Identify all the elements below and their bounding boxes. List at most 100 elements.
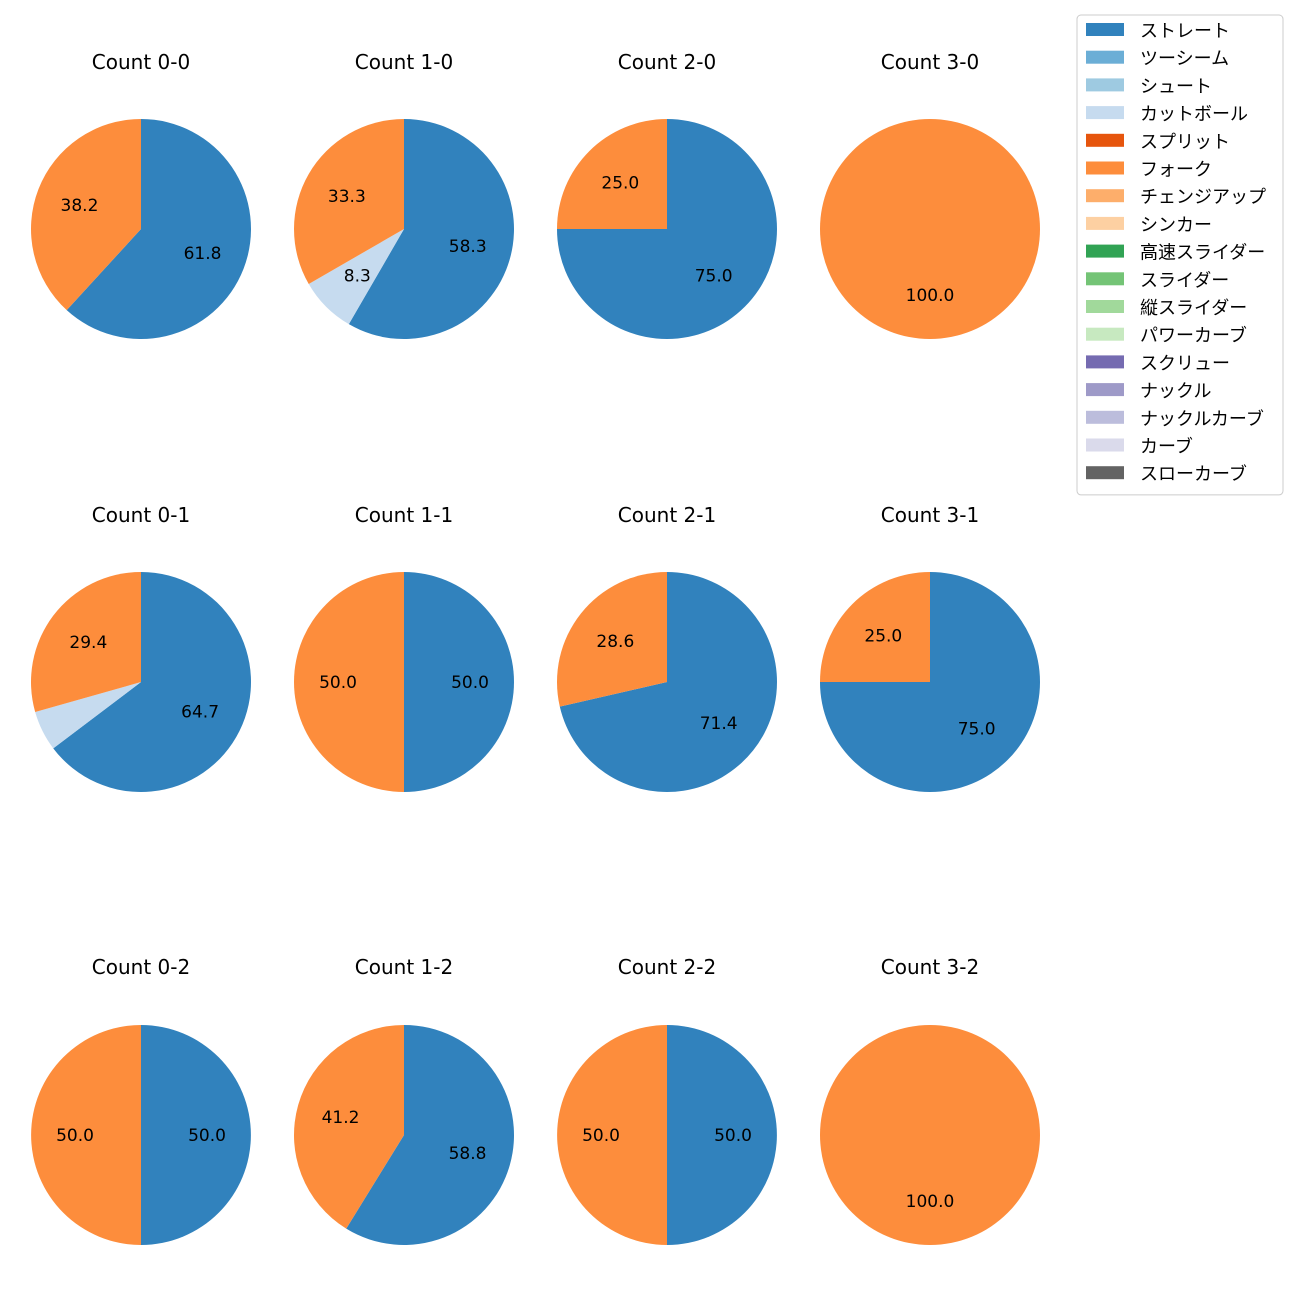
pie-slice (667, 1025, 777, 1245)
slice-label: 50.0 (714, 1126, 752, 1146)
pie-count-2-2: Count 2-2 50.0 50.0 (557, 955, 777, 1245)
legend-label: シンカー (1140, 215, 1212, 236)
legend: ストレートツーシームシュートカットボールスプリットフォークチェンジアップシンカー… (1076, 14, 1284, 496)
pie-slice (53, 572, 251, 793)
legend-swatch (1086, 466, 1124, 480)
legend-swatch (1086, 438, 1124, 452)
pie-title: Count 1-2 (355, 955, 453, 979)
slice-label: 25.0 (601, 173, 639, 193)
pie-count-0-2: Count 0-2 50.0 50.0 (31, 955, 251, 1245)
pie-count-3-1: Count 3-1 75.0 25.0 (820, 503, 1040, 792)
pie-title: Count 0-0 (92, 50, 190, 74)
legend-swatch (1086, 78, 1124, 92)
legend-swatch (1086, 133, 1124, 147)
legend-label: フォーク (1140, 160, 1212, 181)
slice-label: 41.2 (322, 1108, 360, 1128)
slice-label: 71.4 (700, 714, 738, 734)
legend-label: カットボール (1140, 104, 1248, 125)
pie-slice (820, 119, 1040, 339)
pie-slice (557, 119, 667, 229)
slice-label: 100.0 (906, 1192, 955, 1212)
slice-label: 28.6 (596, 632, 634, 652)
pie-slice (557, 572, 667, 707)
legend-swatch (1086, 161, 1124, 175)
legend-label: ナックル (1140, 381, 1211, 402)
pie-count-3-2: Count 3-2 100.0 (820, 955, 1040, 1245)
pie-slice (30, 572, 141, 713)
pie-slice (294, 119, 404, 284)
legend-label: 縦スライダー (1140, 298, 1247, 319)
pie-slice (30, 119, 142, 311)
legend-swatch (1086, 327, 1124, 341)
slice-label: 50.0 (319, 673, 357, 693)
pie-slice (559, 572, 777, 792)
pie-title: Count 0-1 (92, 503, 190, 527)
legend-label: 高速スライダー (1140, 243, 1265, 264)
slice-label: 29.4 (69, 633, 107, 653)
slice-label: 61.8 (184, 244, 222, 264)
pie-slice (557, 1025, 667, 1245)
slice-label: 25.0 (864, 626, 902, 646)
slice-label: 100.0 (906, 286, 955, 306)
pie-slice (308, 229, 404, 325)
slice-label: 58.3 (449, 237, 487, 257)
pie-title: Count 2-1 (618, 503, 716, 527)
slice-label: 50.0 (188, 1126, 226, 1146)
pie-title: Count 1-0 (355, 50, 453, 74)
pie-slice (348, 119, 514, 340)
legend-label: ストレート (1140, 21, 1230, 42)
pie-count-1-2: Count 1-2 58.8 41.2 (294, 955, 515, 1245)
legend-swatch (1086, 355, 1124, 369)
legend-swatch (1086, 189, 1124, 203)
legend-swatch (1086, 300, 1124, 313)
pie-count-0-1: Count 0-1 64.7 29.4 (30, 503, 251, 793)
pie-slice (404, 572, 514, 792)
slice-label: 50.0 (451, 673, 489, 693)
slice-label: 33.3 (328, 187, 366, 207)
legend-label: スローカーブ (1140, 463, 1247, 485)
legend-label: ツーシーム (1140, 49, 1229, 70)
legend-label: スプリット (1140, 132, 1230, 153)
pie-slice (294, 572, 404, 792)
pie-title: Count 1-1 (355, 503, 453, 527)
legend-swatch (1086, 272, 1124, 286)
pie-slice (820, 1025, 1040, 1245)
pie-slice (820, 572, 930, 682)
legend-label: スクリュー (1140, 353, 1230, 374)
legend-swatch (1086, 216, 1124, 230)
pie-count-1-0: Count 1-0 58.3 8.3 33.3 (294, 50, 514, 340)
legend-label: スライダー (1140, 270, 1229, 291)
pie-title: Count 2-0 (618, 50, 716, 74)
legend-label: シュート (1140, 76, 1212, 97)
legend-swatch (1086, 50, 1124, 64)
slice-label: 8.3 (344, 267, 371, 287)
pie-count-0-0: Count 0-0 61.8 38.2 (30, 50, 251, 339)
legend-swatch (1086, 410, 1124, 424)
legend-label: パワーカーブ (1140, 325, 1247, 347)
slice-label: 38.2 (61, 196, 99, 216)
slice-label: 64.7 (181, 702, 219, 722)
pie-title: Count 2-2 (618, 955, 716, 979)
pie-slice (31, 1025, 141, 1245)
pie-count-3-0: Count 3-0 100.0 (820, 50, 1040, 339)
pie-slice (66, 119, 251, 339)
slice-label: 58.8 (449, 1144, 487, 1164)
legend-frame (1076, 14, 1284, 496)
legend-swatch (1086, 106, 1124, 120)
legend-label: チェンジアップ (1140, 187, 1266, 208)
slice-label: 75.0 (958, 720, 996, 740)
legend-label: カーブ (1140, 436, 1193, 458)
pie-count-2-0: Count 2-0 75.0 25.0 (557, 50, 777, 339)
legend-swatch (1086, 244, 1124, 258)
legend-swatch (1086, 23, 1124, 36)
legend-swatch (1086, 383, 1124, 397)
pie-slice (35, 682, 141, 749)
pie-slice (141, 1025, 251, 1245)
pie-title: Count 3-2 (881, 955, 979, 979)
pie-count-1-1: Count 1-1 50.0 50.0 (294, 503, 514, 792)
legend-label: ナックルカーブ (1140, 408, 1264, 430)
pie-title: Count 0-2 (92, 955, 190, 979)
slice-label: 50.0 (582, 1126, 620, 1146)
slice-label: 50.0 (56, 1126, 94, 1146)
